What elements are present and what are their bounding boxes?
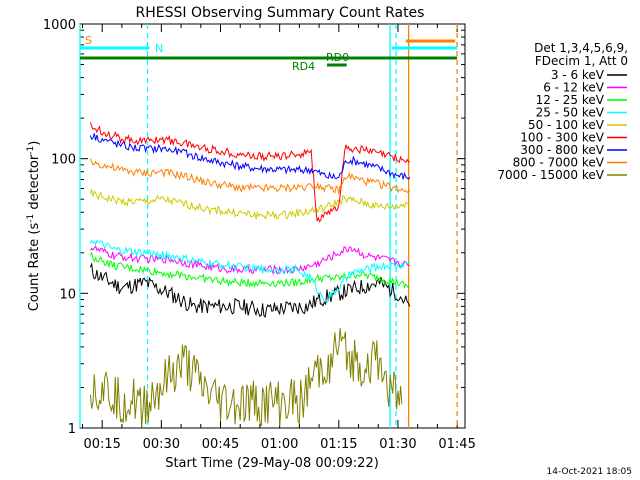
series-line	[89, 188, 411, 220]
annotation-s: S	[85, 34, 92, 47]
marker-lines	[79, 24, 458, 428]
series-line	[89, 122, 410, 223]
plot-frame	[79, 23, 466, 429]
series-line	[89, 262, 411, 318]
series-line	[89, 245, 411, 276]
y-tick-label: 10	[59, 287, 76, 302]
legend-label: 100 - 300 keV	[520, 131, 604, 145]
x-axis: 00:15 00:30 00:45 01:00 01:15 01:30 01:45	[81, 24, 476, 452]
status-bars	[80, 39, 458, 67]
x-tick-label: 01:30	[379, 437, 416, 452]
plot-area	[79, 23, 466, 429]
legend-label: 3 - 6 keV	[551, 68, 605, 82]
legend-label: 50 - 100 keV	[528, 118, 605, 132]
legend-label: 7000 - 15000 keV	[497, 168, 604, 182]
legend-label: 12 - 25 keV	[536, 93, 605, 107]
series-line	[89, 239, 411, 304]
y-label-sup1: -1	[26, 214, 36, 223]
y-label-main: Count Rate (s	[27, 223, 42, 312]
legend: Det 1,3,4,5,6,9, FDecim 1, Att 0 3 - 6 k…	[497, 41, 628, 182]
legend-label: 300 - 800 keV	[520, 143, 604, 157]
annotation-rd4: RD4	[292, 60, 315, 73]
y-axis: 1 10 100 1000	[43, 18, 465, 437]
y-axis-label: Count Rate (s-1 detector-1)	[26, 141, 42, 312]
x-tick-label: 01:15	[320, 437, 357, 452]
legend-label: 25 - 50 keV	[536, 106, 605, 120]
y-tick-label: 100	[51, 153, 76, 168]
footer-timestamp: 14-Oct-2021 18:05	[547, 467, 632, 477]
annotation-rd0: RD0	[326, 51, 349, 64]
series-line	[89, 328, 403, 428]
series-line	[89, 133, 411, 180]
legend-label: 800 - 7000 keV	[513, 156, 605, 170]
annotation-n: N	[155, 42, 163, 55]
y-tick-label: 1000	[43, 18, 76, 33]
legend-header-1: Det 1,3,4,5,6,9,	[534, 41, 628, 55]
legend-label: 6 - 12 keV	[543, 81, 605, 95]
series-line	[89, 251, 410, 289]
x-tick-label: 00:30	[143, 437, 180, 452]
x-tick-label: 01:45	[438, 437, 475, 452]
x-tick-label: 00:45	[202, 437, 239, 452]
y-label-end: )	[27, 141, 42, 146]
chart-title: RHESSI Observing Summary Count Rates	[136, 5, 425, 21]
x-tick-label: 00:15	[83, 437, 120, 452]
y-label-sup2: -1	[26, 146, 36, 155]
series-lines	[89, 122, 411, 428]
y-tick-label: 1	[68, 422, 76, 437]
x-tick-label: 01:00	[261, 437, 298, 452]
series-line	[89, 158, 411, 195]
legend-header-2: FDecim 1, Att 0	[535, 54, 628, 68]
x-axis-label: Start Time (29-May-08 00:09:22)	[165, 456, 379, 471]
y-label-mid: detector	[27, 154, 42, 214]
